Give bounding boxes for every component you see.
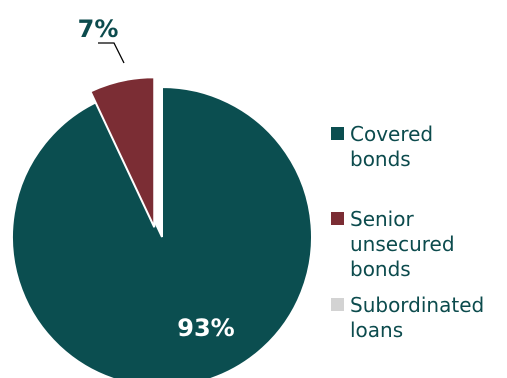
pie-slice-senior-unsecured-bonds [89,76,156,228]
legend-label-line: Senior [350,207,414,231]
pie-slice-covered-bonds [11,85,313,378]
legend-item-subordinated-loans: Subordinated loans [331,293,507,343]
legend-item-covered-bonds: Covered bonds [331,122,507,172]
legend-label-line: unsecured [350,232,455,256]
legend-item-senior-unsecured-bonds: Senior unsecured bonds [331,207,507,282]
legend-swatch-senior-unsecured-bonds [331,212,344,225]
legend: Covered bonds Senior unsecured bonds Sub… [331,122,507,343]
slice-label-senior-unsecured-bonds: 7% [78,15,119,43]
legend-swatch-covered-bonds [331,127,344,140]
leader-line-senior-unsecured [98,42,125,64]
legend-label-line: Covered [350,122,434,146]
legend-label-line: bonds [350,147,411,171]
legend-label-line: loans [350,318,404,342]
legend-label-line: Subordinated [350,293,485,317]
legend-swatch-subordinated-loans [331,298,344,311]
slice-label-covered-bonds: 93% [177,314,234,342]
legend-label-line: bonds [350,257,411,281]
